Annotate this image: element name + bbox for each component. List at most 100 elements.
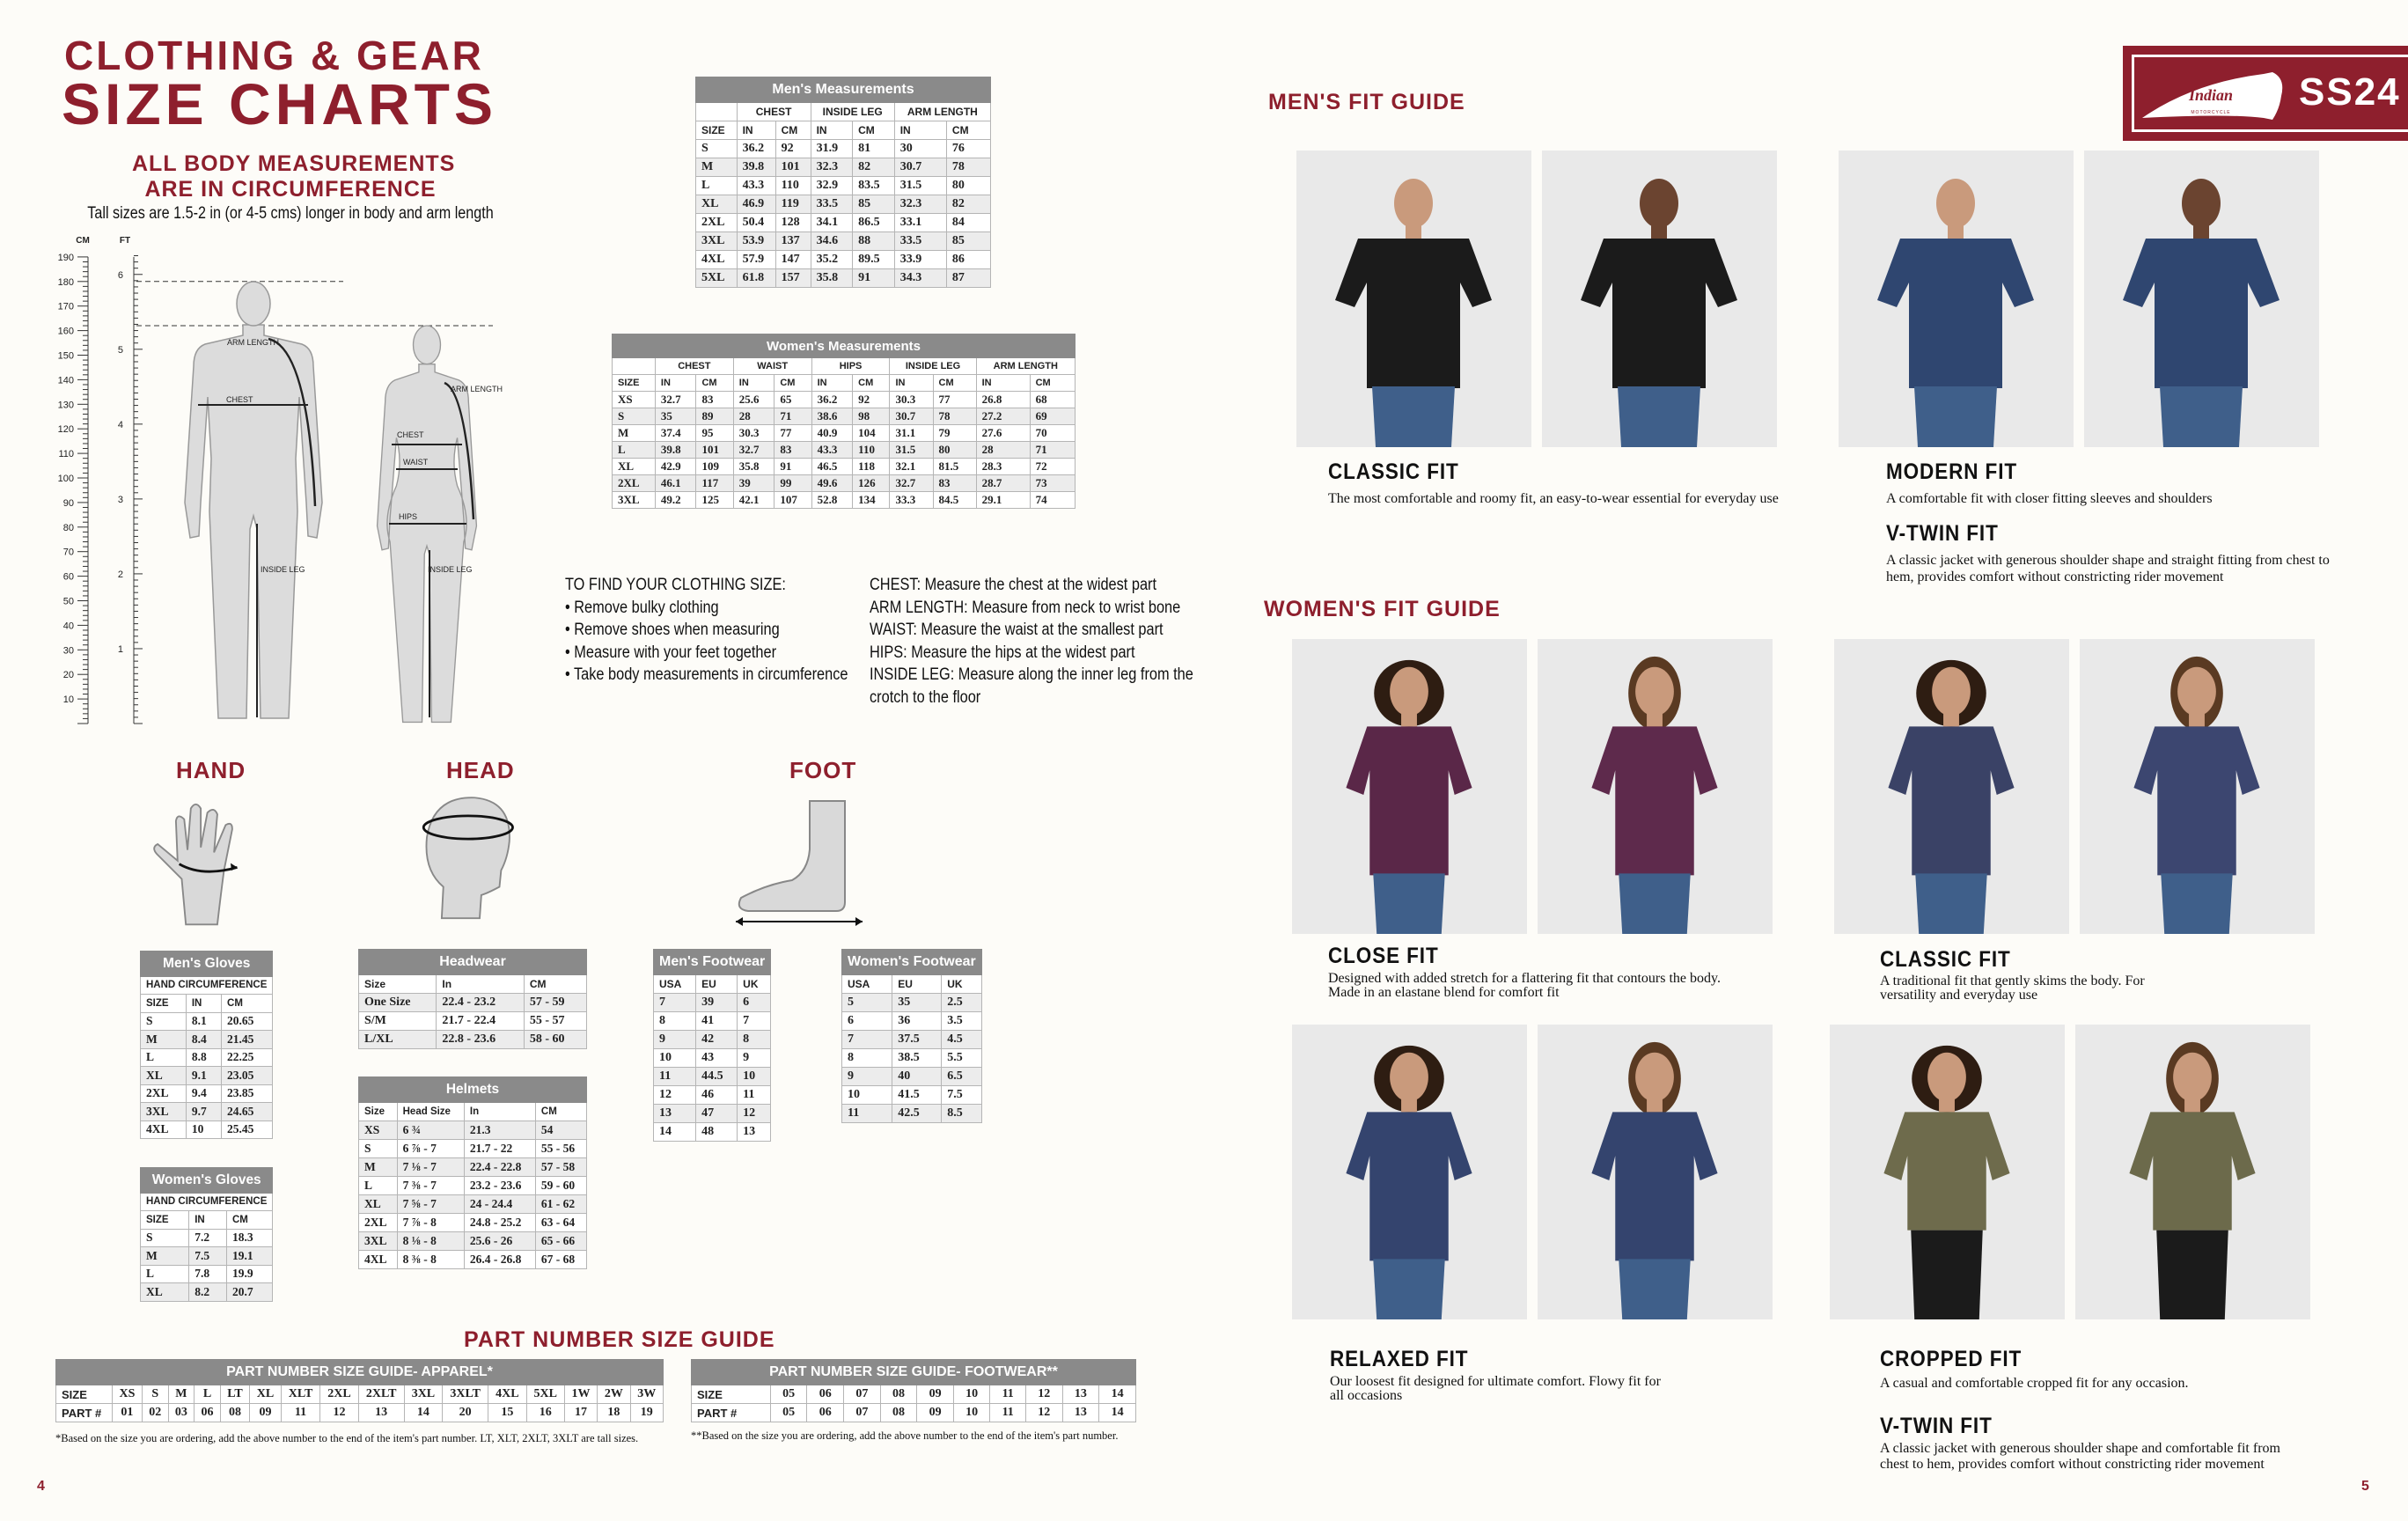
womens-gloves-table: Women's Gloves HAND CIRCUMFERENCE SIZE IN CM… bbox=[139, 1167, 274, 1302]
table-cell: 07 bbox=[843, 1403, 881, 1422]
table-cell: 12 bbox=[319, 1403, 359, 1422]
table-cell: 125 bbox=[695, 491, 734, 509]
table-cell: 19.9 bbox=[225, 1264, 274, 1283]
table-cell: 14 bbox=[1098, 1385, 1136, 1404]
tall-sizes-note: Tall sizes are 1.5-2 in (or 4-5 cms) lon… bbox=[87, 204, 494, 223]
table-cell: 19 bbox=[629, 1403, 664, 1422]
column-header-row: SIZE IN CM IN CM IN CM bbox=[695, 121, 992, 140]
table-cell: XL bbox=[695, 195, 738, 214]
table-row: S 8.1 20.65 bbox=[140, 1011, 274, 1031]
table-subtitle: HAND CIRCUMFERENCE bbox=[139, 975, 274, 995]
table-cell: 9 bbox=[737, 1048, 772, 1068]
table-cell: 31.9 bbox=[810, 139, 854, 158]
table-cell: 104 bbox=[852, 424, 891, 442]
table-cell: 41.5 bbox=[892, 1085, 943, 1105]
column-header: CM bbox=[221, 994, 274, 1013]
table-cell: 5.5 bbox=[941, 1048, 982, 1068]
ft-tick-label: 3 bbox=[118, 495, 123, 505]
table-cell: 23.05 bbox=[221, 1066, 274, 1085]
table-cell: 147 bbox=[775, 250, 811, 269]
column-group: WAIST bbox=[732, 357, 812, 375]
table-cell: 42.5 bbox=[892, 1104, 943, 1123]
table-cell: 05 bbox=[769, 1385, 808, 1404]
table-cell: S bbox=[141, 1385, 169, 1404]
table-cell: M bbox=[695, 158, 738, 177]
table-cell: 26.8 bbox=[975, 391, 1031, 408]
table-cell: 54 bbox=[534, 1121, 588, 1140]
table-cell: 11 bbox=[280, 1403, 321, 1422]
table-row: 8 38.5 5.5 bbox=[841, 1048, 982, 1068]
table-cell: 8.5 bbox=[941, 1104, 982, 1123]
table-cell: 57 - 58 bbox=[534, 1157, 588, 1177]
table-cell: 80 bbox=[932, 441, 977, 459]
table-cell: 10 bbox=[185, 1120, 223, 1139]
table-cell: 46.1 bbox=[654, 474, 697, 492]
size-table: Men's Footwear USA EU UK 7 39 6 8 41 7 9 42 8 10 43 9 11… bbox=[652, 949, 772, 1142]
table-cell: L bbox=[612, 441, 656, 459]
table-cell: 33.3 bbox=[889, 491, 934, 509]
table-cell: 134 bbox=[852, 491, 891, 509]
table-cell: 30.3 bbox=[732, 424, 775, 442]
table-cell: 32.3 bbox=[893, 195, 947, 214]
hips-label: HIPS bbox=[399, 512, 417, 521]
table-cell: L bbox=[695, 176, 738, 195]
table-cell: 20.65 bbox=[221, 1011, 274, 1031]
table-cell: 40.9 bbox=[811, 424, 854, 442]
table-cell: 119 bbox=[775, 195, 811, 214]
table-cell: S bbox=[139, 1228, 190, 1247]
table-cell: 4XL bbox=[695, 250, 738, 269]
table-row: L 39.8 101 32.7 83 43.3 110 31.5 80 28 71 bbox=[612, 441, 1076, 459]
table-cell: 8.4 bbox=[185, 1030, 223, 1049]
table-cell: 78 bbox=[932, 408, 977, 425]
table-cell: S/M bbox=[357, 1011, 437, 1031]
column-header: EU bbox=[695, 974, 738, 994]
fit-name: RELAXED FIT bbox=[1330, 1347, 1469, 1371]
cm-tick-label: 110 bbox=[58, 449, 74, 459]
page-title-line1: CLOTHING & GEAR bbox=[64, 33, 484, 78]
table-cell: 13 bbox=[652, 1104, 697, 1123]
size-table: Men's Measurements CHEST INSIDE LEG ARM LEN… bbox=[695, 77, 992, 288]
column-group: ARM LENGTH bbox=[893, 102, 992, 121]
table-cell: 3XL bbox=[403, 1385, 444, 1404]
table-row: 10 41.5 7.5 bbox=[841, 1085, 982, 1105]
table-cell: 36 bbox=[892, 1011, 943, 1031]
table-cell: 8.8 bbox=[185, 1047, 223, 1067]
table-row: 3XL 49.2 125 42.1 107 52.8 134 33.3 84.5 29.1 74 bbox=[612, 491, 1076, 509]
table-cell: 117 bbox=[695, 474, 734, 492]
definition: crotch to the floor bbox=[870, 687, 981, 707]
size-table: Women's Gloves HAND CIRCUMFERENCE SIZE IN CM… bbox=[139, 1167, 274, 1302]
table-cell: 11 bbox=[989, 1403, 1026, 1422]
table-cell: 33.1 bbox=[893, 213, 947, 232]
table-cell: 05 bbox=[769, 1403, 808, 1422]
fit-description: A classic jacket with generous shoulder … bbox=[1886, 553, 2330, 584]
fit-model-photo bbox=[2084, 151, 2319, 447]
apparel-footnote: *Based on the size you are ordering, add… bbox=[55, 1432, 639, 1444]
table-cell: 32.7 bbox=[654, 391, 697, 408]
table-title: Headwear bbox=[358, 949, 587, 975]
table-cell: 74 bbox=[1029, 491, 1076, 509]
table-row: XS 32.7 83 25.6 65 36.2 92 30.3 77 26.8 68 bbox=[612, 391, 1076, 408]
table-cell: M bbox=[167, 1385, 195, 1404]
definition: INSIDE LEG: Measure along the inner leg … bbox=[870, 665, 1193, 684]
table-cell: 11 bbox=[652, 1067, 697, 1086]
table-cell: 03 bbox=[167, 1403, 195, 1422]
column-header: IN bbox=[185, 994, 223, 1013]
table-cell: One Size bbox=[357, 993, 437, 1012]
table-cell: 83 bbox=[695, 391, 734, 408]
table-cell: 2XL bbox=[695, 213, 738, 232]
column-header: CM bbox=[932, 374, 977, 392]
table-title: Men's Gloves bbox=[139, 951, 274, 977]
head-label: HEAD bbox=[446, 757, 515, 783]
table-cell: 101 bbox=[695, 441, 734, 459]
table-cell: 7 ⅜ - 7 bbox=[396, 1176, 465, 1195]
page-title-line2: SIZE CHARTS bbox=[62, 71, 498, 136]
table-cell: 09 bbox=[916, 1385, 954, 1404]
table-cell: 24.65 bbox=[221, 1102, 274, 1121]
column-header: IN bbox=[810, 121, 854, 140]
column-header: USA bbox=[841, 974, 893, 994]
table-cell: 28 bbox=[732, 408, 775, 425]
table-row: 4XL 8 ⅜ - 8 26.4 - 26.8 67 - 68 bbox=[358, 1250, 588, 1269]
definition: CHEST: Measure the chest at the widest p… bbox=[870, 576, 1157, 594]
column-group: CHEST bbox=[654, 357, 734, 375]
table-subtitle-row: HAND CIRCUMFERENCE bbox=[139, 975, 274, 995]
